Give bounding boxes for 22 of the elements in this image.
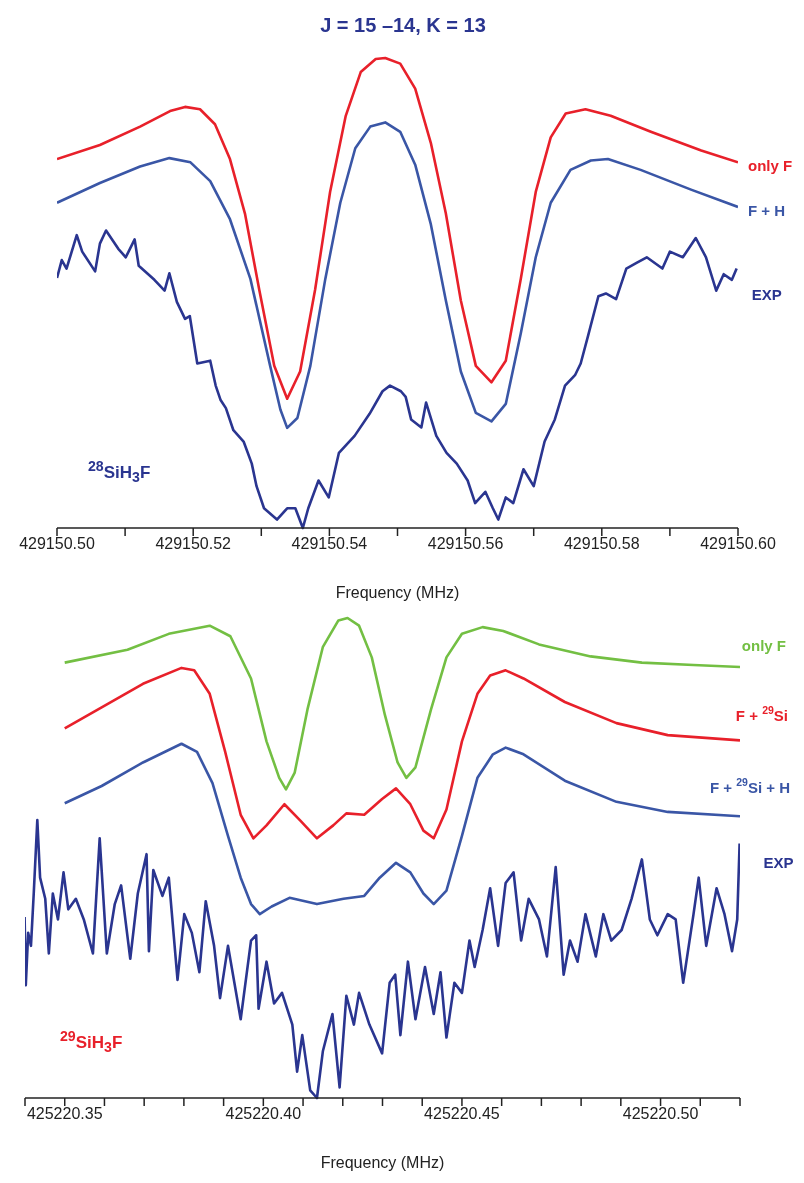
x-tick-label: 429150.60 <box>700 535 776 553</box>
series-label: F + $^{29}$Si <box>735 704 788 725</box>
x-tick-label: 429150.52 <box>155 535 232 553</box>
series-label: EXP <box>763 853 794 871</box>
x-tick-label: 425220.45 <box>424 1105 500 1123</box>
x-tick-label: 429150.58 <box>563 535 640 553</box>
series-label: only F <box>741 636 786 654</box>
x-tick-label: 429150.56 <box>427 535 504 553</box>
x-axis-title: Frequency (MHz) <box>320 1154 445 1171</box>
annotation: $^{29}$SiH$_{3}$F <box>60 1028 123 1056</box>
x-tick-label: 429150.50 <box>19 535 95 553</box>
x-tick-label: 425220.35 <box>26 1105 103 1123</box>
chart-title: J = 15 –14, K = 13 <box>319 14 487 37</box>
series-label: F + $^{29}$Si + H <box>709 776 790 797</box>
x-axis-title: Frequency (MHz) <box>335 584 460 601</box>
series-label: EXP <box>751 285 782 303</box>
x-tick-label: 425220.40 <box>225 1105 302 1123</box>
x-tick-label: 425220.50 <box>622 1105 699 1123</box>
annotation: $^{28}$SiH$_{3}$F <box>88 458 151 486</box>
series-label: F + H <box>748 201 786 219</box>
x-tick-label: 429150.54 <box>291 535 368 553</box>
series-label: only F <box>748 157 793 175</box>
